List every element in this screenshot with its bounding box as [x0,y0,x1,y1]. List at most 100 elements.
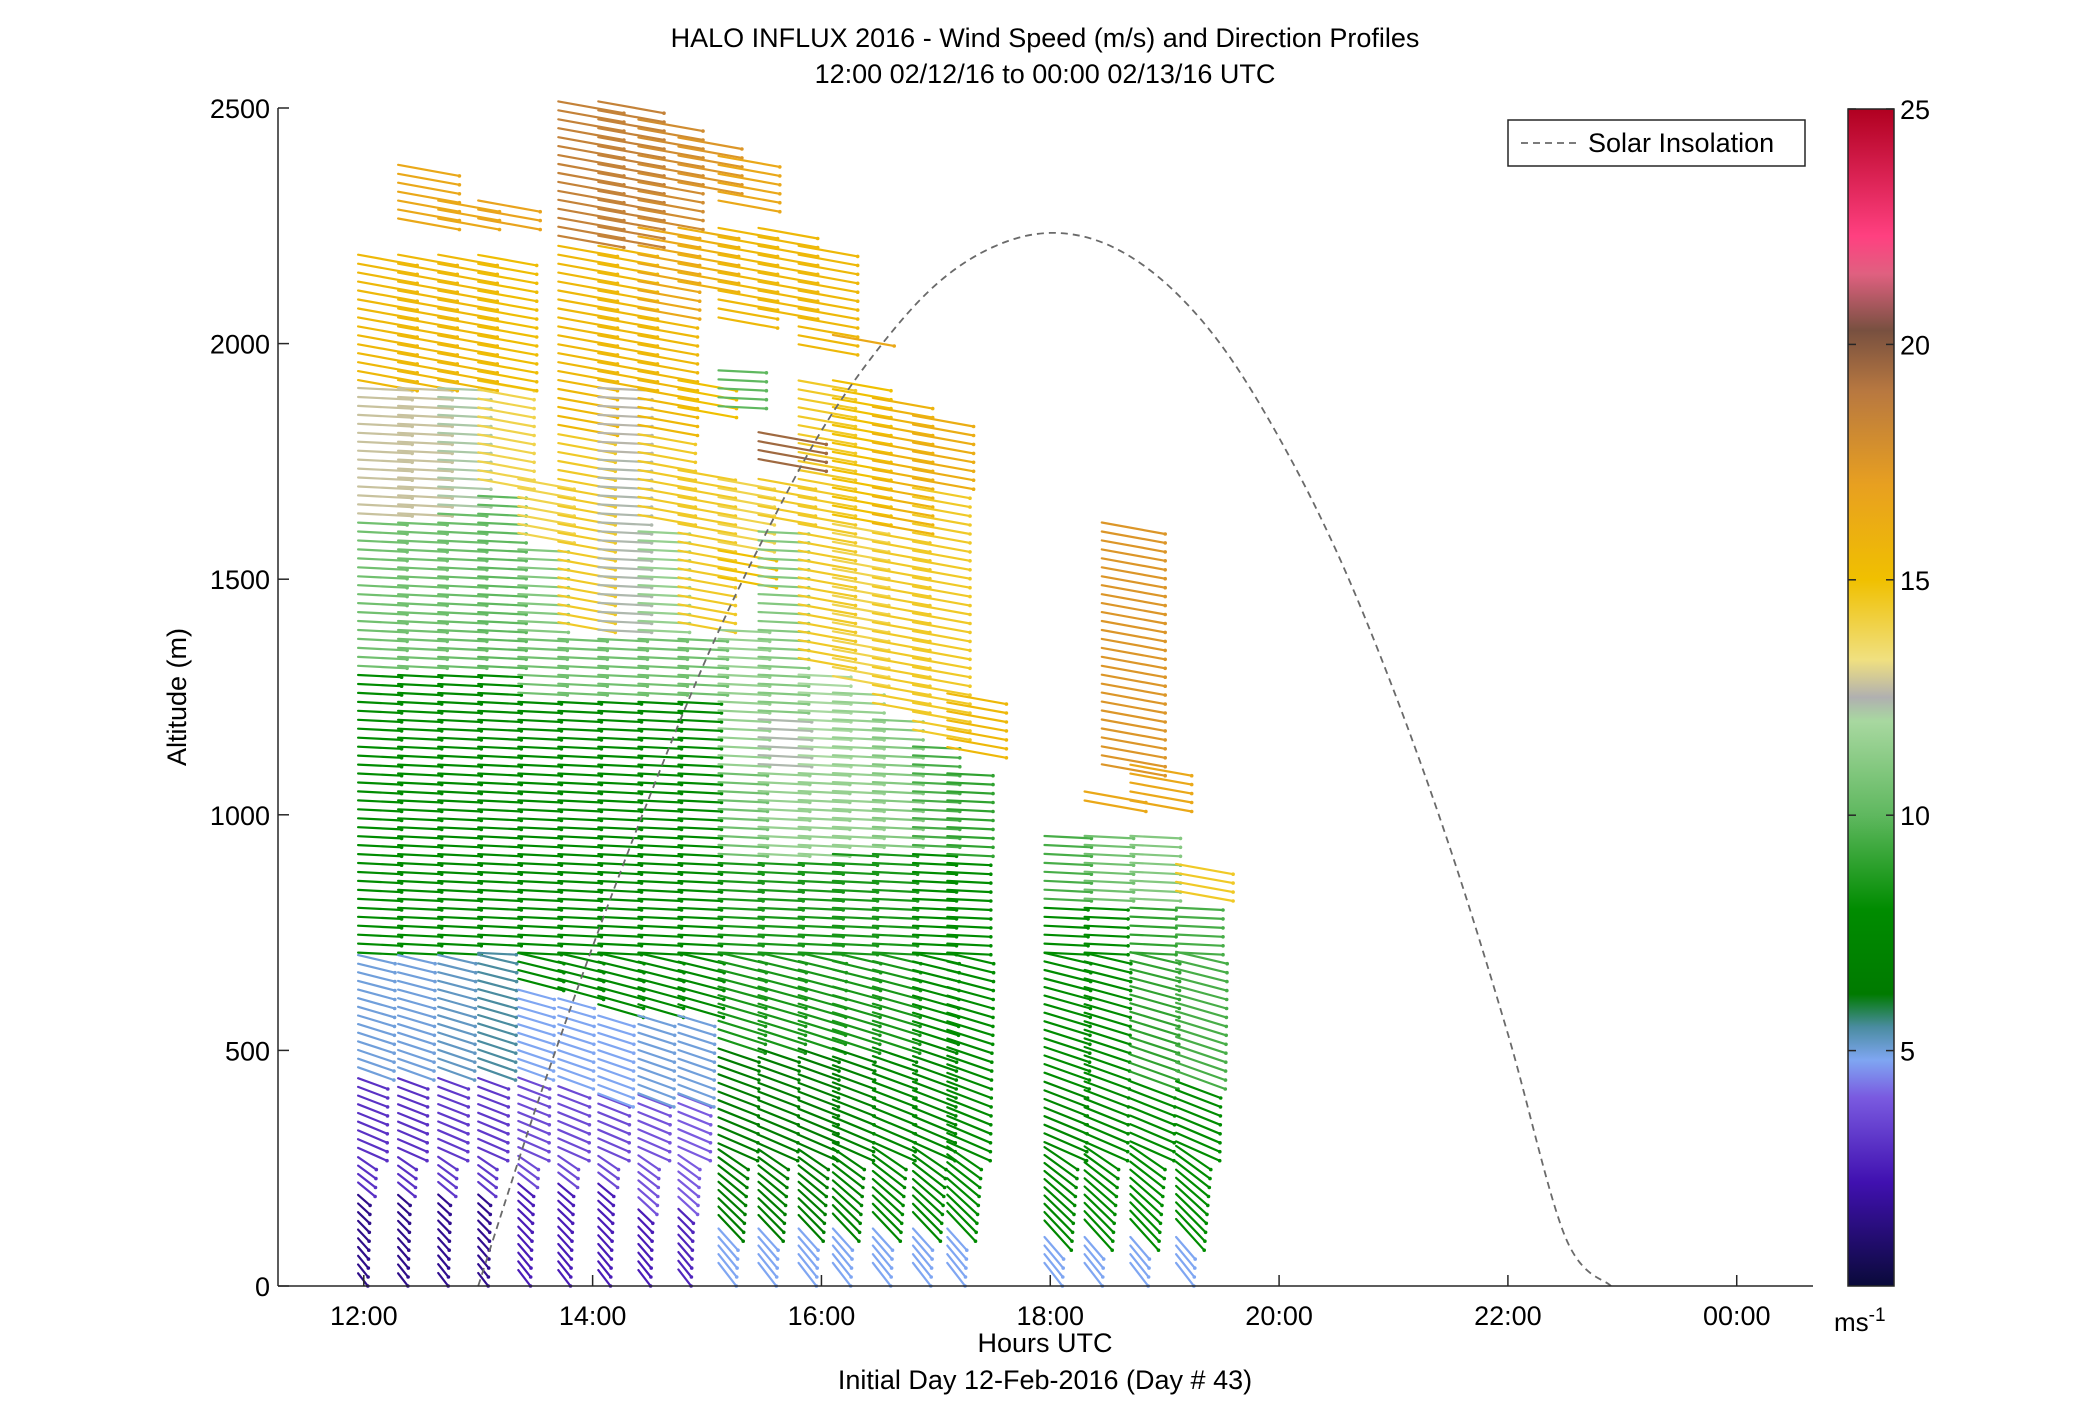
wind-arrow [517,522,576,536]
wind-arrow [1174,1018,1228,1037]
wind-arrow [637,1234,653,1252]
wind-arrow [911,825,961,831]
wind-arrow [797,1253,818,1279]
wind-arrow [357,826,403,831]
wind-arrow-head [991,1015,995,1020]
wind-arrow [357,879,403,885]
wind-arrow [357,619,409,625]
wind-arrow [831,789,886,795]
wind-arrow-head [1163,630,1167,635]
wind-arrow [871,1132,917,1153]
wind-arrow [946,1037,994,1055]
wind-arrow-head [392,1006,397,1011]
wind-arrow [597,1199,615,1216]
wind-arrow [397,404,454,410]
wind-arrow-head [719,827,724,832]
wind-arrow-head [534,317,539,321]
wind-arrow-head [801,872,805,876]
wind-arrow [597,162,666,177]
wind-arrow-head [385,1105,390,1109]
wind-arrow-head [795,1158,800,1163]
wind-arrow-head [687,630,692,635]
wind-arrow [831,468,893,482]
wind-arrow [1129,870,1182,876]
wind-arrow [677,1145,712,1162]
wind-arrow-head [873,1060,877,1064]
wind-arrow [637,451,697,464]
wind-arrow [517,852,563,858]
wind-arrow [871,459,934,473]
wind-arrow [637,1119,672,1135]
wind-arrow-head [592,1006,597,1011]
wind-arrow [557,763,603,768]
wind-arrow-head [695,335,700,339]
wind-arrow [517,754,563,759]
wind-arrow [397,271,459,285]
wind-arrow [437,1210,452,1225]
wind-arrow [831,1028,881,1046]
wind-arrow [597,343,659,356]
wind-arrow-head [697,308,702,312]
wind-arrow [437,1180,457,1198]
wind-arrow-head [767,764,772,769]
wind-arrow [437,1236,451,1252]
wind-arrow [797,870,845,876]
wind-arrow [717,959,768,974]
wind-arrow-head [385,1114,390,1118]
wind-arrow-head [849,1266,854,1270]
wind-arrow-head [850,1257,854,1261]
wind-arrow-head [1163,559,1167,563]
wind-arrow-head [859,1203,864,1208]
wind-arrow [757,816,811,822]
wind-arrow [477,754,523,759]
wind-arrow [477,888,523,894]
wind-arrow [357,593,409,598]
wind-arrow [477,962,518,974]
wind-arrow-head [1089,845,1094,850]
wind-arrow [477,1228,491,1243]
wind-arrow-head [968,684,972,688]
wind-arrow-head [855,272,860,277]
wind-arrow [677,951,726,965]
wind-arrow [1129,1080,1177,1100]
wind-arrow-head [778,174,782,178]
wind-arrow-head [1174,926,1178,930]
wind-arrow-head [592,1015,596,1020]
wind-arrow-head [1112,1221,1116,1226]
wind-arrow [437,1031,477,1046]
wind-arrow [757,968,808,983]
wind-arrow [831,1227,854,1252]
wind-arrow-head [488,1221,492,1226]
wind-arrow [871,879,919,885]
wind-arrow [757,870,805,876]
wind-arrow-head [392,1051,397,1055]
wind-arrow [437,1120,470,1135]
wind-arrow-head [689,1275,694,1279]
wind-arrow [557,727,603,733]
wind-arrow [477,924,523,930]
wind-arrow-head [963,1275,968,1279]
wind-arrow-head [878,1006,883,1011]
wind-arrow-head [719,845,724,850]
wind-arrow-head [432,1042,437,1047]
wind-arrow [911,843,961,849]
wind-arrow [477,933,523,938]
wind-arrow-head [701,227,705,232]
wind-arrow [517,1216,534,1234]
wind-arrow [1129,942,1178,947]
wind-arrow [357,1156,378,1171]
wind-arrow [831,567,890,580]
wind-arrow [717,495,776,509]
wind-arrow-head [1125,1149,1130,1154]
wind-arrow [557,225,626,240]
wind-arrow [477,602,528,607]
wind-arrow-head [1088,1051,1092,1055]
wind-arrow [1174,1097,1222,1118]
wind-arrow-head [853,415,858,420]
wind-arrow [557,924,603,930]
wind-arrow [477,442,536,455]
wind-arrow-head [914,1069,919,1073]
wind-arrow [677,163,744,177]
wind-arrow-head [1115,1185,1119,1190]
wind-arrow-head [1070,1230,1075,1235]
